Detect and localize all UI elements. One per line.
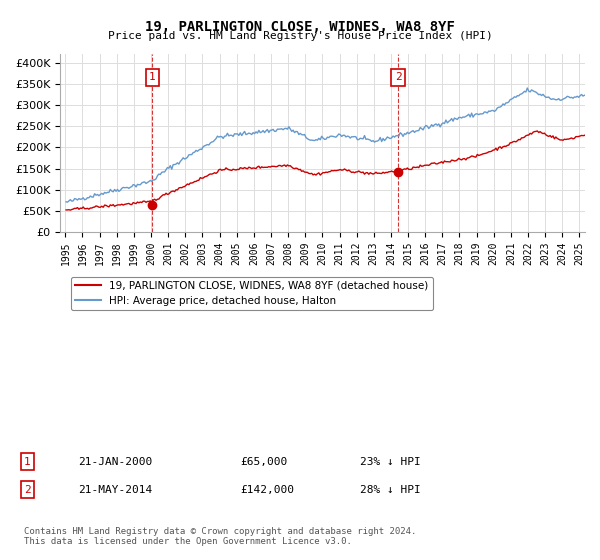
Text: 23% ↓ HPI: 23% ↓ HPI (360, 457, 421, 467)
Text: 28% ↓ HPI: 28% ↓ HPI (360, 485, 421, 495)
Text: Contains HM Land Registry data © Crown copyright and database right 2024.
This d: Contains HM Land Registry data © Crown c… (24, 526, 416, 546)
Legend: 19, PARLINGTON CLOSE, WIDNES, WA8 8YF (detached house), HPI: Average price, deta: 19, PARLINGTON CLOSE, WIDNES, WA8 8YF (d… (71, 277, 433, 310)
Text: £65,000: £65,000 (240, 457, 287, 467)
Text: 1: 1 (149, 72, 156, 82)
Text: 1: 1 (24, 457, 31, 467)
Text: 2: 2 (395, 72, 401, 82)
Text: 2: 2 (24, 485, 31, 495)
Text: Price paid vs. HM Land Registry's House Price Index (HPI): Price paid vs. HM Land Registry's House … (107, 31, 493, 41)
Text: 21-JAN-2000: 21-JAN-2000 (78, 457, 152, 467)
Text: 19, PARLINGTON CLOSE, WIDNES, WA8 8YF: 19, PARLINGTON CLOSE, WIDNES, WA8 8YF (145, 20, 455, 34)
Text: £142,000: £142,000 (240, 485, 294, 495)
Text: 21-MAY-2014: 21-MAY-2014 (78, 485, 152, 495)
